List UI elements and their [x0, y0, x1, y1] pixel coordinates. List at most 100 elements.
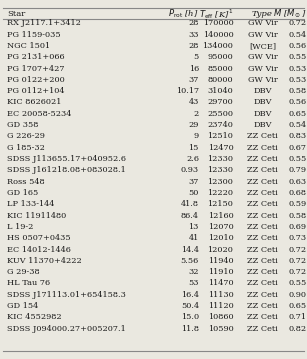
Text: 0.69: 0.69 — [289, 223, 307, 231]
Text: GW Vir: GW Vir — [248, 76, 277, 84]
Text: 16.4: 16.4 — [181, 291, 199, 299]
Text: ZZ Ceti: ZZ Ceti — [247, 257, 278, 265]
Text: 170000: 170000 — [203, 19, 233, 27]
Text: HL Tau 76: HL Tau 76 — [7, 279, 50, 288]
Text: PG 1707+427: PG 1707+427 — [7, 65, 64, 73]
Text: ZZ Ceti: ZZ Ceti — [247, 144, 278, 152]
Text: 10.17: 10.17 — [176, 87, 199, 95]
Text: $T_{\rm eff}$ [K]$^1$: $T_{\rm eff}$ [K]$^1$ — [199, 7, 233, 20]
Text: 0.55: 0.55 — [289, 155, 307, 163]
Text: 0.56: 0.56 — [289, 42, 307, 50]
Text: 50: 50 — [188, 189, 199, 197]
Text: 32: 32 — [188, 268, 199, 276]
Text: 12330: 12330 — [207, 155, 233, 163]
Text: ZZ Ceti: ZZ Ceti — [247, 189, 278, 197]
Text: 14.4: 14.4 — [181, 246, 199, 253]
Text: 29: 29 — [188, 121, 199, 129]
Text: GD 165: GD 165 — [7, 189, 38, 197]
Text: 11470: 11470 — [208, 279, 233, 288]
Text: 2.6: 2.6 — [186, 155, 199, 163]
Text: ZZ Ceti: ZZ Ceti — [247, 155, 278, 163]
Text: 0.73: 0.73 — [289, 234, 307, 242]
Text: 16: 16 — [189, 65, 199, 73]
Text: ZZ Ceti: ZZ Ceti — [247, 132, 278, 140]
Text: 0.79: 0.79 — [289, 166, 307, 174]
Text: ZZ Ceti: ZZ Ceti — [247, 302, 278, 310]
Text: 86.4: 86.4 — [181, 211, 199, 220]
Text: HS 0507+0435: HS 0507+0435 — [7, 234, 70, 242]
Text: 28: 28 — [188, 42, 199, 50]
Text: 5.56: 5.56 — [181, 257, 199, 265]
Text: 41.8: 41.8 — [181, 200, 199, 208]
Text: SDSS J171113.01+654158.3: SDSS J171113.01+654158.3 — [7, 291, 126, 299]
Text: $M$ [$M_\odot$]: $M$ [$M_\odot$] — [273, 8, 307, 20]
Text: KIC 11911480: KIC 11911480 — [7, 211, 66, 220]
Text: GW Vir: GW Vir — [248, 19, 277, 27]
Text: 15: 15 — [188, 144, 199, 152]
Text: 0.72: 0.72 — [289, 257, 307, 265]
Text: 0.65: 0.65 — [289, 302, 307, 310]
Text: ZZ Ceti: ZZ Ceti — [247, 234, 278, 242]
Text: 12220: 12220 — [207, 189, 233, 197]
Text: GW Vir: GW Vir — [248, 65, 277, 73]
Text: G 29-38: G 29-38 — [7, 268, 39, 276]
Text: SDSS J113655.17+040952.6: SDSS J113655.17+040952.6 — [7, 155, 126, 163]
Text: 0.65: 0.65 — [289, 110, 307, 118]
Text: ZZ Ceti: ZZ Ceti — [247, 268, 278, 276]
Text: Star: Star — [7, 10, 25, 18]
Text: 0.83: 0.83 — [289, 132, 307, 140]
Text: 0.72: 0.72 — [289, 246, 307, 253]
Text: ZZ Ceti: ZZ Ceti — [247, 313, 278, 321]
Text: 41: 41 — [189, 234, 199, 242]
Text: GW Vir: GW Vir — [248, 31, 277, 39]
Text: 0.58: 0.58 — [289, 87, 307, 95]
Text: 31040: 31040 — [208, 87, 233, 95]
Text: 0.72: 0.72 — [289, 19, 307, 27]
Text: 0.90: 0.90 — [289, 291, 307, 299]
Text: 43: 43 — [188, 98, 199, 107]
Text: 0.56: 0.56 — [289, 98, 307, 107]
Text: $P_{\rm rot}$ [h]: $P_{\rm rot}$ [h] — [168, 8, 199, 20]
Text: 11130: 11130 — [208, 291, 233, 299]
Text: 53: 53 — [188, 279, 199, 288]
Text: GW Vir: GW Vir — [248, 53, 277, 61]
Text: 134000: 134000 — [202, 42, 233, 50]
Text: 12020: 12020 — [208, 246, 233, 253]
Text: 140000: 140000 — [203, 31, 233, 39]
Text: 10860: 10860 — [208, 313, 233, 321]
Text: GD 358: GD 358 — [7, 121, 38, 129]
Text: PG 2131+066: PG 2131+066 — [7, 53, 64, 61]
Text: GD 154: GD 154 — [7, 302, 38, 310]
Text: 11.8: 11.8 — [181, 325, 199, 333]
Text: G 185-32: G 185-32 — [7, 144, 45, 152]
Text: 0.54: 0.54 — [289, 121, 307, 129]
Text: 33: 33 — [188, 31, 199, 39]
Text: 0.55: 0.55 — [289, 53, 307, 61]
Text: ZZ Ceti: ZZ Ceti — [247, 279, 278, 288]
Text: 12470: 12470 — [208, 144, 233, 152]
Text: 12010: 12010 — [208, 234, 233, 242]
Text: ZZ Ceti: ZZ Ceti — [247, 291, 278, 299]
Text: 0.59: 0.59 — [289, 200, 307, 208]
Text: 0.82: 0.82 — [289, 325, 307, 333]
Text: 50.4: 50.4 — [181, 302, 199, 310]
Text: NGC 1501: NGC 1501 — [7, 42, 50, 50]
Text: ZZ Ceti: ZZ Ceti — [247, 166, 278, 174]
Text: 5: 5 — [194, 53, 199, 61]
Text: 95000: 95000 — [208, 53, 233, 61]
Text: 10590: 10590 — [208, 325, 233, 333]
Text: 12510: 12510 — [208, 132, 233, 140]
Text: 9: 9 — [194, 132, 199, 140]
Text: 11120: 11120 — [208, 302, 233, 310]
Text: G 226-29: G 226-29 — [7, 132, 45, 140]
Text: 0.71: 0.71 — [289, 313, 307, 321]
Text: Type: Type — [252, 10, 273, 18]
Text: 11910: 11910 — [208, 268, 233, 276]
Text: 0.67: 0.67 — [289, 144, 307, 152]
Text: EC 20058-5234: EC 20058-5234 — [7, 110, 71, 118]
Text: 0.53: 0.53 — [289, 76, 307, 84]
Text: 29700: 29700 — [208, 98, 233, 107]
Text: ZZ Ceti: ZZ Ceti — [247, 246, 278, 253]
Text: ZZ Ceti: ZZ Ceti — [247, 223, 278, 231]
Text: DBV: DBV — [253, 110, 272, 118]
